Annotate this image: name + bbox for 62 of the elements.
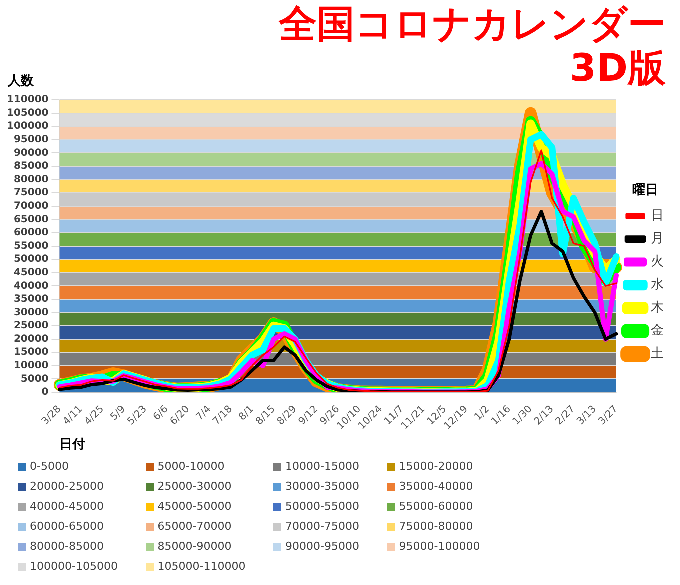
legend-label: 25000-30000 (158, 480, 232, 493)
y-tick-label: 25000 (14, 320, 49, 332)
legend-label: 85000-90000 (158, 540, 232, 553)
legend-label: 35000-40000 (399, 480, 474, 493)
y-tick-label: 35000 (14, 294, 49, 306)
y-tick-label: 75000 (14, 188, 49, 199)
chart-subtitle: 3D版 (569, 46, 666, 90)
y-tick-label: 45000 (14, 267, 49, 278)
y-tick-label: 40000 (14, 280, 49, 292)
legend-label: 70000-75000 (285, 520, 360, 533)
legend-label: 105000-110000 (158, 560, 246, 573)
legend-label: 金 (651, 324, 664, 339)
y-tick-label: 65000 (14, 214, 49, 226)
x-tick-label: 6/6 (152, 404, 171, 424)
x-axis-title: 日付 (60, 438, 86, 453)
legend-label: 90000-95000 (285, 540, 360, 553)
legend-label: 45000-50000 (158, 500, 232, 513)
legend-label: 60000-65000 (30, 520, 104, 533)
legend-label: 5000-10000 (158, 460, 225, 473)
legend-label: 日 (651, 208, 664, 224)
y-tick-label: 85000 (14, 161, 49, 172)
legend-label: 30000-35000 (285, 480, 360, 493)
legend-label: 65000-70000 (158, 520, 232, 533)
y-tick-label: 55000 (14, 240, 49, 252)
x-tick-label: 7/4 (194, 404, 214, 424)
legend-label: 55000-60000 (399, 500, 474, 513)
x-tick-label: 8/1 (237, 404, 256, 424)
y-tick-label: 105000 (7, 108, 49, 119)
legend-label: 15000-20000 (399, 460, 474, 473)
chart-title: 全国コロナカレンダー (279, 2, 666, 46)
y-tick-label: 50000 (14, 254, 49, 266)
y-tick-label: 15000 (14, 347, 49, 358)
y-tick-label: 30000 (14, 307, 49, 318)
legend-label: 10000-15000 (285, 460, 360, 473)
legend-title: 曜日 (632, 183, 658, 198)
y-tick-label: 60000 (14, 228, 49, 239)
legend-label: 50000-55000 (285, 500, 360, 513)
x-tick-label: 1/2 (472, 404, 492, 424)
y-axis-title: 人数 (7, 74, 35, 89)
legend-label: 月 (651, 232, 664, 247)
y-tick-label: 110000 (7, 94, 49, 106)
legend-label: 95000-100000 (399, 540, 480, 553)
x-tick-label: 5/9 (108, 404, 128, 424)
legend-label: 100000-105000 (30, 560, 118, 573)
legend-label: 0-5000 (30, 460, 69, 473)
y-tick-label: 100000 (7, 121, 49, 132)
legend-label: 木 (651, 300, 664, 316)
y-tick-label: 70000 (14, 200, 49, 212)
y-tick-label: 5000 (20, 374, 49, 385)
legend-label: 20000-25000 (30, 480, 104, 493)
y-tick-label: 0 (42, 387, 49, 398)
y-tick-label: 20000 (14, 334, 49, 345)
y-tick-label: 10000 (14, 360, 49, 372)
legend-label: 75000-80000 (399, 520, 474, 533)
legend-label: 火 (651, 254, 664, 270)
legend-label: 土 (651, 346, 664, 362)
y-tick-label: 95000 (14, 134, 49, 146)
legend-label: 40000-45000 (30, 500, 104, 513)
y-tick-label: 90000 (14, 148, 49, 159)
y-tick-label: 80000 (14, 174, 49, 186)
legend-label: 80000-85000 (30, 540, 104, 553)
legend-label: 水 (651, 278, 664, 293)
